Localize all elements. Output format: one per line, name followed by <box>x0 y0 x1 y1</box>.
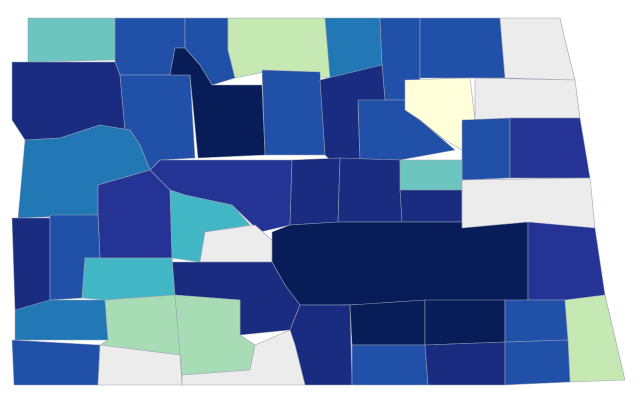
county <box>27 17 116 63</box>
county <box>504 339 571 386</box>
county <box>474 77 581 121</box>
county <box>271 221 529 306</box>
county <box>404 77 476 151</box>
county <box>527 221 606 301</box>
county <box>14 299 109 341</box>
county <box>81 257 176 301</box>
counties <box>11 17 626 386</box>
county <box>351 344 429 386</box>
county <box>564 294 626 383</box>
county <box>461 117 511 181</box>
county <box>11 339 101 386</box>
county <box>171 257 301 336</box>
county <box>499 17 576 81</box>
county <box>399 159 463 191</box>
county <box>399 189 463 223</box>
county <box>461 177 596 229</box>
county <box>509 117 591 179</box>
county <box>289 157 341 226</box>
county <box>97 169 173 259</box>
county <box>424 341 506 386</box>
county <box>424 299 506 346</box>
county <box>181 329 306 386</box>
county <box>227 17 331 79</box>
county <box>99 294 181 356</box>
county <box>419 17 506 79</box>
county <box>337 157 403 223</box>
county <box>169 189 251 263</box>
county <box>261 69 326 156</box>
county <box>349 299 426 346</box>
county <box>11 217 51 311</box>
county <box>504 299 569 343</box>
